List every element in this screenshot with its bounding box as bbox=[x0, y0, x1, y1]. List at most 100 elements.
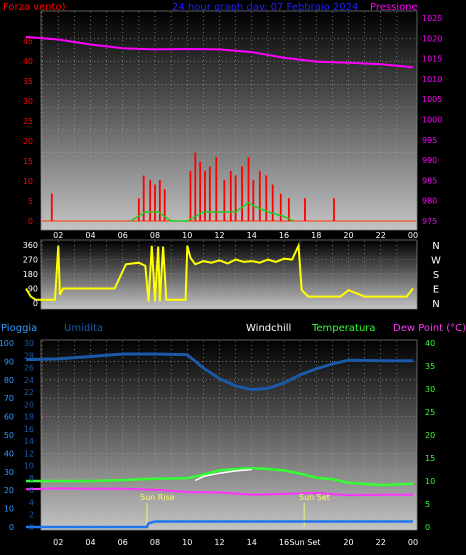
y-tick-label: 18 bbox=[24, 413, 34, 422]
wind-bar bbox=[247, 157, 250, 221]
y-tick-label: 15 bbox=[23, 157, 33, 166]
wind-bar bbox=[208, 166, 211, 221]
y-tick-label: 16 bbox=[24, 425, 34, 434]
y-tick-label: 20 bbox=[24, 400, 34, 409]
pressure-axis-label: Pressione bbox=[370, 2, 418, 13]
y-tick-label: 1025 bbox=[422, 14, 442, 23]
x-tick-label: 18 bbox=[311, 231, 321, 240]
wind-bar bbox=[287, 198, 290, 221]
y-tick-label: 12 bbox=[24, 449, 34, 458]
x-tick-label: 08 bbox=[150, 538, 160, 547]
wind-direction-line bbox=[25, 241, 414, 302]
y-tick-label: 2 bbox=[29, 511, 34, 520]
y-tick-label: 70 bbox=[4, 394, 14, 403]
y-tick-label: 20 bbox=[23, 137, 33, 146]
wind-bar bbox=[142, 175, 145, 221]
x-tick-label: 20 bbox=[343, 231, 353, 240]
y-tick-label: 10 bbox=[23, 177, 33, 186]
y-tick-label: 5 bbox=[28, 197, 33, 206]
wind-bar bbox=[234, 175, 237, 221]
y-tick-label: 22 bbox=[24, 388, 34, 397]
y-tick-label: 45 bbox=[23, 37, 33, 46]
chart-title: 24 hour graph day: 07 Febbraio 2024 bbox=[172, 2, 358, 13]
x-tick-label: 02 bbox=[53, 231, 63, 240]
x-tick-label: 12 bbox=[214, 231, 224, 240]
x-tick-label: 16 bbox=[279, 231, 289, 240]
legend-dewpoint: Dew Point (°C) bbox=[393, 323, 466, 334]
y-tick-label: 1005 bbox=[422, 95, 442, 104]
pressure-axis-ticks: 1025 1020 1015 1010 1005 1000 995 990 985 980 975 bbox=[422, 14, 442, 226]
panel-temp-humidity: Pioggia Umidita Windchill Temperatura De… bbox=[0, 323, 466, 547]
y-tick-label: 28 bbox=[24, 351, 34, 360]
y-tick-label: 180 bbox=[23, 270, 38, 279]
y-tick-label: 0 bbox=[425, 523, 430, 532]
y-tick-label: 985 bbox=[422, 176, 437, 185]
y-tick-label: 20 bbox=[425, 431, 435, 440]
legend-temperatura: Temperatura bbox=[311, 323, 376, 334]
umidita-line bbox=[25, 352, 413, 392]
y-tick-label: 980 bbox=[422, 197, 437, 206]
y-tick-label: 995 bbox=[422, 136, 437, 145]
y-tick-label: 270 bbox=[23, 256, 38, 265]
sunrise-label: Sun Rise bbox=[140, 493, 175, 502]
temperatura-axis-ticks: 40 35 30 25 20 15 10 5 0 bbox=[425, 339, 435, 532]
y-tick-label: 0 bbox=[33, 299, 38, 308]
x-tick-label: 08 bbox=[150, 231, 160, 240]
sunset-label: Sun Set bbox=[299, 493, 330, 502]
wind-bar bbox=[229, 170, 232, 221]
pressure-line bbox=[25, 35, 414, 69]
wind-bar bbox=[252, 180, 255, 221]
windchill-line bbox=[194, 468, 252, 482]
compass-letter: N bbox=[432, 241, 439, 252]
wind-bar bbox=[154, 184, 156, 221]
wind-bar bbox=[241, 166, 243, 221]
x-tick-label: 14 bbox=[247, 231, 257, 240]
legend-windchill: Windchill bbox=[246, 323, 291, 334]
plot-area-temp-humidity bbox=[40, 339, 418, 531]
y-tick-label: 80 bbox=[4, 376, 14, 385]
wind-bar bbox=[333, 198, 335, 221]
wind-bar bbox=[194, 152, 197, 221]
y-tick-label: 40 bbox=[425, 339, 435, 348]
plot-area-wind-pressure bbox=[40, 10, 418, 231]
x-tick-label: 16 bbox=[279, 538, 289, 547]
x-tick-label: 02 bbox=[53, 538, 63, 547]
y-tick-label: 26 bbox=[24, 364, 34, 373]
x-tick-label: 12 bbox=[214, 538, 224, 547]
y-tick-label: 14 bbox=[24, 437, 34, 446]
direction-axis-ticks: 360 270 180 90 0 bbox=[23, 241, 38, 308]
panel3-x-axis-ticks: 02 04 06 08 10 12 14 16 20 22 00 Sun Set bbox=[53, 538, 418, 547]
legend-umidita: Umidita bbox=[64, 323, 103, 334]
y-tick-label: 90 bbox=[28, 285, 38, 294]
y-tick-label: 25 bbox=[23, 117, 33, 126]
wind-bar bbox=[199, 161, 202, 221]
y-tick-label: 50 bbox=[4, 431, 14, 440]
y-tick-label: 40 bbox=[4, 449, 14, 458]
y-tick-label: 360 bbox=[23, 241, 38, 250]
x-tick-sunset: Sun Set bbox=[290, 538, 321, 547]
y-tick-label: 6 bbox=[29, 486, 34, 495]
x-tick-label: 00 bbox=[408, 538, 418, 547]
y-tick-label: 100 bbox=[0, 339, 14, 348]
y-tick-label: 90 bbox=[4, 357, 14, 366]
wind-bar bbox=[258, 170, 261, 221]
wind-bar bbox=[265, 175, 268, 221]
y-tick-label: 10 bbox=[425, 477, 435, 486]
y-tick-label: 35 bbox=[23, 77, 33, 86]
compass-letter: S bbox=[433, 270, 439, 281]
x-tick-label: 04 bbox=[85, 538, 95, 547]
wind-bar bbox=[158, 180, 161, 221]
y-tick-label: 30 bbox=[4, 468, 14, 477]
y-tick-label: 10 bbox=[24, 462, 34, 471]
y-tick-label: 15 bbox=[425, 454, 435, 463]
gridlines-temp-humidity bbox=[41, 341, 416, 529]
y-tick-label: 60 bbox=[4, 413, 14, 422]
wind-bar bbox=[50, 193, 53, 221]
x-tick-label: 00 bbox=[408, 231, 418, 240]
wind-series bbox=[50, 152, 335, 221]
x-tick-label: 10 bbox=[182, 231, 192, 240]
